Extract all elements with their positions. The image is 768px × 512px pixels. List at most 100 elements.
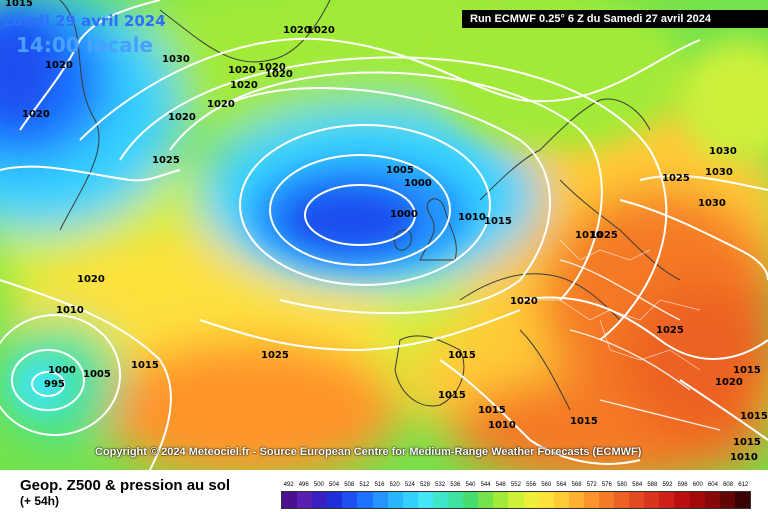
legend-swatch bbox=[402, 492, 418, 508]
legend-tick-label: 592 bbox=[662, 482, 673, 488]
legend-swatch bbox=[463, 492, 479, 508]
isobar-label: 1020 bbox=[265, 69, 293, 80]
legend-tick-label: 500 bbox=[313, 482, 324, 488]
isobar-label: 1025 bbox=[152, 155, 180, 166]
isobar-label: 1010 bbox=[458, 212, 486, 223]
isobar-label: 1015 bbox=[570, 416, 598, 427]
legend-swatch bbox=[689, 492, 705, 508]
legend-tick-label: 504 bbox=[329, 482, 340, 488]
isobar-label: 1030 bbox=[162, 54, 190, 65]
legend-swatch bbox=[659, 492, 675, 508]
legend-tick-label: 588 bbox=[647, 482, 658, 488]
isobar-label: 1015 bbox=[5, 0, 33, 9]
legend-swatch bbox=[282, 492, 298, 508]
isobar-label: 1015 bbox=[733, 437, 761, 448]
isobar-label: 1020 bbox=[230, 80, 258, 91]
legend-tick-label: 556 bbox=[526, 482, 537, 488]
isobar-label: 1010 bbox=[730, 452, 758, 463]
isobar-label: 1015 bbox=[484, 216, 512, 227]
isobar-label: 1025 bbox=[656, 325, 684, 336]
forecast-map-canvas: 1015 1020 1020 1030 1020 1020 1020 1020 … bbox=[0, 0, 768, 470]
legend-tick-label: 604 bbox=[707, 482, 718, 488]
legend-tick-label: 532 bbox=[435, 482, 446, 488]
isobars bbox=[0, 0, 768, 470]
legend-tick-label: 524 bbox=[404, 482, 415, 488]
legend-swatch bbox=[553, 492, 569, 508]
legend-tick-label: 576 bbox=[601, 482, 612, 488]
legend-tick-label: 544 bbox=[480, 482, 491, 488]
legend-swatch bbox=[417, 492, 433, 508]
isobar-label: 1000 bbox=[48, 365, 76, 376]
lead-time: (+ 54h) bbox=[20, 494, 60, 508]
legend-tick-label: 528 bbox=[419, 482, 430, 488]
legend-tick-label: 564 bbox=[556, 482, 567, 488]
isobar-label: 1005 bbox=[83, 369, 111, 380]
legend-tick-label: 516 bbox=[374, 482, 385, 488]
isobar-label: 1010 bbox=[575, 230, 603, 241]
legend-swatch bbox=[312, 492, 328, 508]
isobar-label: 1000 bbox=[390, 209, 418, 220]
isobar-label: 1020 bbox=[258, 62, 286, 73]
pressure-lines-east bbox=[559, 259, 721, 431]
isobar-label: 1020 bbox=[283, 25, 311, 36]
legend-tick-label: 568 bbox=[571, 482, 582, 488]
isobar-label: 1025 bbox=[662, 173, 690, 184]
legend-tick-label: 512 bbox=[359, 482, 370, 488]
isobar-label: 1030 bbox=[698, 198, 726, 209]
legend-swatch bbox=[734, 492, 750, 508]
isobar-label: 1020 bbox=[228, 65, 256, 76]
legend-tick-label: 584 bbox=[632, 482, 643, 488]
forecast-map: 1015 1020 1020 1030 1020 1020 1020 1020 … bbox=[0, 0, 768, 470]
isobar-label: 1010 bbox=[56, 305, 84, 316]
legend-tick-label: 508 bbox=[344, 482, 355, 488]
legend-swatch bbox=[342, 492, 358, 508]
isobar-label: 1015 bbox=[438, 390, 466, 401]
legend-tick-label: 492 bbox=[283, 482, 294, 488]
legend-swatch bbox=[704, 492, 720, 508]
legend-tick-label: 548 bbox=[495, 482, 506, 488]
legend-swatch bbox=[327, 492, 343, 508]
forecast-date: Lundi 29 avril 2024 bbox=[3, 12, 166, 30]
isobar-label: 1030 bbox=[705, 167, 733, 178]
legend-tick-label: 596 bbox=[677, 482, 688, 488]
legend-tick-label: 580 bbox=[617, 482, 628, 488]
isobar-label: 1015 bbox=[448, 350, 476, 361]
legend-swatch bbox=[583, 492, 599, 508]
legend-swatch bbox=[568, 492, 584, 508]
legend-tick-label: 560 bbox=[541, 482, 552, 488]
isobar-label: 1015 bbox=[740, 411, 768, 422]
legend-swatch bbox=[508, 492, 524, 508]
product-title: Geop. Z500 & pression au sol bbox=[20, 477, 231, 494]
isobar-labels: 1015 1020 1020 1030 1020 1020 1020 1020 … bbox=[5, 0, 768, 463]
isobar-label: 1020 bbox=[307, 25, 335, 36]
legend-tick-label: 552 bbox=[510, 482, 521, 488]
isobar-label: 1015 bbox=[733, 365, 761, 376]
legend-tick-label: 572 bbox=[586, 482, 597, 488]
isobar-label: 1015 bbox=[478, 405, 506, 416]
legend-tick-label: 600 bbox=[692, 482, 703, 488]
isobar-label: 1020 bbox=[510, 296, 538, 307]
legend-tick-label: 540 bbox=[465, 482, 476, 488]
isobar-label: 1020 bbox=[22, 109, 50, 120]
legend-swatch bbox=[478, 492, 494, 508]
legend-swatch bbox=[644, 492, 660, 508]
legend-tick-label: 612 bbox=[738, 482, 749, 488]
isobar-label: 1025 bbox=[590, 230, 618, 241]
legend-swatch bbox=[598, 492, 615, 508]
legend-tick-label: 536 bbox=[450, 482, 461, 488]
legend-swatch bbox=[432, 492, 449, 508]
legend-swatch bbox=[493, 492, 509, 508]
isobar-label: 1020 bbox=[45, 60, 73, 71]
legend-swatch bbox=[523, 492, 539, 508]
legend-tick-label: 520 bbox=[389, 482, 400, 488]
legend-swatch bbox=[297, 492, 313, 508]
isobar-label: 1005 bbox=[386, 165, 414, 176]
legend-labels: 492 496 500 504 508 512 516 520 524 528 532 536 540 5… bbox=[281, 480, 751, 490]
color-legend: 492 496 500 504 508 512 516 520 524 528 532 536 540 5… bbox=[281, 480, 751, 510]
coastlines bbox=[59, 0, 681, 411]
isobar-label: 1020 bbox=[168, 112, 196, 123]
legend-swatch bbox=[372, 492, 388, 508]
copyright-notice: Copyright © 2024 Meteociel.fr - Source E… bbox=[95, 446, 642, 458]
isobar-label: 995 bbox=[44, 379, 65, 390]
isobar-label: 1015 bbox=[131, 360, 159, 371]
